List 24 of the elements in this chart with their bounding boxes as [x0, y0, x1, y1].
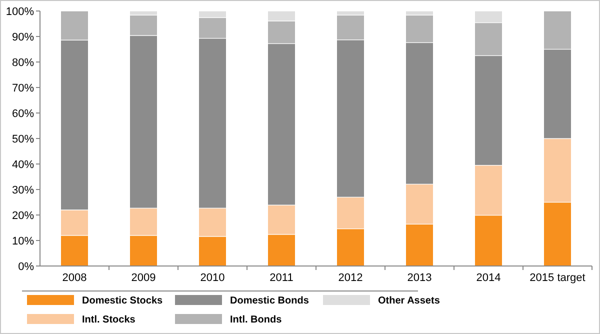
y-tick-label: 90%: [12, 31, 34, 44]
legend-label: Domestic Stocks: [82, 296, 164, 306]
y-tick-label: 0%: [18, 260, 34, 273]
legend-label: Domestic Bonds: [230, 296, 310, 306]
y-tick-label: 20%: [12, 210, 34, 222]
x-tick-label: 2010: [200, 272, 225, 284]
legend-label: Other Assets: [378, 296, 440, 306]
y-tick-label: 10%: [12, 235, 34, 248]
y-tick-label: 100%: [6, 6, 34, 18]
y-tick-label: 50%: [12, 133, 34, 146]
x-tick-label: 2015 target: [530, 272, 586, 284]
legend-label: Intl. Bonds: [230, 314, 282, 326]
y-tick-label: 60%: [12, 108, 34, 120]
y-tick-label: 80%: [12, 56, 34, 69]
y-tick-label: 40%: [12, 158, 34, 171]
y-tick-label: 30%: [12, 184, 34, 196]
y-tick-label: 70%: [12, 82, 34, 94]
x-tick-label: 2011: [270, 272, 294, 284]
x-tick-label: 2014: [476, 272, 501, 284]
x-tick-label: 2009: [131, 272, 156, 284]
x-tick-label: 2008: [62, 272, 87, 284]
x-tick-label: 2012: [338, 272, 363, 284]
x-tick-label: 2013: [407, 272, 432, 284]
legend-label: Intl. Stocks: [82, 314, 136, 326]
